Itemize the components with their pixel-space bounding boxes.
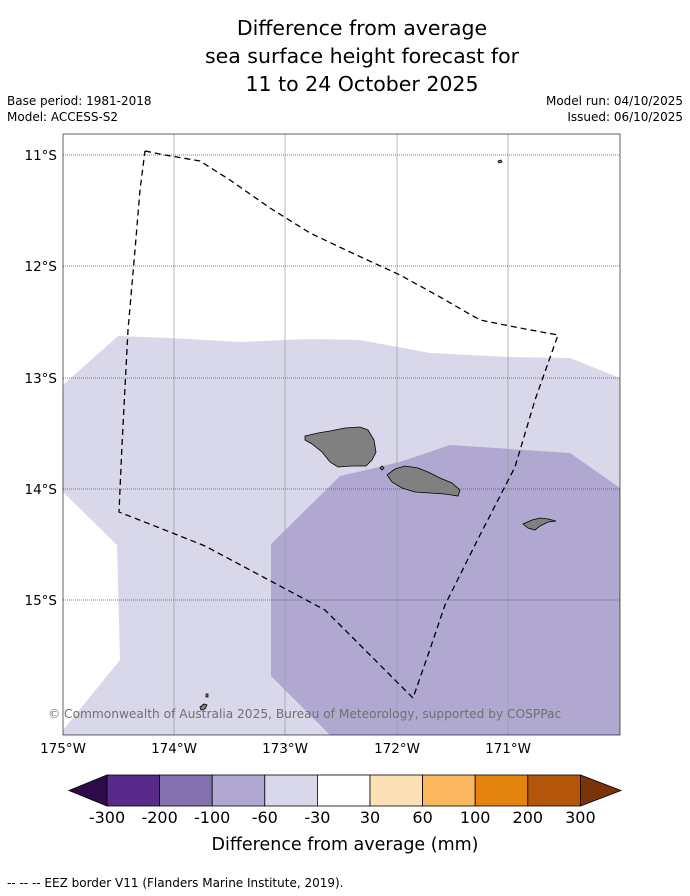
- lon-label-172w: 172°W: [374, 741, 420, 757]
- base-period: Base period: 1981-2018: [7, 94, 152, 108]
- map-frame: [62, 133, 621, 736]
- colorbar-tick-label: -200: [141, 808, 177, 827]
- colorbar-cell: [159, 774, 213, 807]
- island-swains: [497, 159, 503, 164]
- island-manono: [379, 465, 385, 471]
- colorbar-tick-label: -60: [252, 808, 278, 827]
- map-area: [63, 134, 620, 735]
- island-south-tiny: [205, 693, 209, 698]
- colorbar-cell: [264, 774, 318, 807]
- graticule: [63, 134, 620, 735]
- island-south-small: [199, 703, 208, 711]
- lat-label-12s: 12°S: [25, 259, 58, 275]
- colorbar-title: Difference from average (mm): [211, 835, 478, 855]
- lat-label-11s: 11°S: [25, 148, 58, 164]
- colorbar-extend-high: [580, 774, 623, 807]
- title-line-1: Difference from average: [236, 16, 488, 40]
- lat-labels: 11°S 12°S 13°S 14°S 15°S: [25, 148, 58, 609]
- meta-right: Model run: 04/10/2025 Issued: 06/10/2025: [546, 93, 683, 125]
- lat-label-14s: 14°S: [25, 482, 58, 498]
- colorbar-cell: [316, 774, 371, 807]
- island-upolu: [386, 465, 461, 497]
- colorbar-extend-low: [67, 774, 108, 807]
- island-savaii: [304, 426, 377, 468]
- lon-label-174w: 174°W: [151, 741, 197, 757]
- island-tutuila: [522, 517, 557, 531]
- colorbar-cell: [369, 774, 423, 807]
- lon-label-173w: 173°W: [262, 741, 308, 757]
- meta-left: Base period: 1981-2018 Model: ACCESS-S2: [7, 93, 152, 125]
- model-name: Model: ACCESS-S2: [7, 110, 119, 124]
- colorbar-cell: [527, 774, 581, 807]
- issued-date: Issued: 06/10/2025: [567, 110, 683, 124]
- colorbar-tick-label: 200: [513, 808, 544, 827]
- colorbar-cell: [422, 774, 476, 807]
- map-title: Difference from average sea surface heig…: [0, 14, 690, 98]
- colorbar-tick-label: 60: [412, 808, 432, 827]
- colorbar-cell: [474, 774, 529, 807]
- lon-labels: 175°W 174°W 173°W 172°W 171°W: [40, 741, 531, 757]
- colorbar-tick-label: -300: [89, 808, 125, 827]
- colorbar-cell: [211, 774, 266, 807]
- colorbar-labels: -300 -200 -100 -60 -30 30 60 100 200 300: [89, 808, 596, 827]
- colorbar-tick-label: -100: [194, 808, 230, 827]
- land: [199, 159, 557, 711]
- colorbar-tick-label: 300: [565, 808, 596, 827]
- lon-label-171w: 171°W: [485, 741, 531, 757]
- lon-label-175w: 175°W: [40, 741, 86, 757]
- colorbar: -300 -200 -100 -60 -30 30 60 100 200 300 Differen…: [67, 774, 623, 855]
- lat-label-13s: 13°S: [25, 371, 58, 387]
- eez-border: [118, 150, 559, 700]
- colorbar-cell: [106, 774, 160, 807]
- footer-note: -- -- -- EEZ border V11 (Flanders Marine…: [7, 876, 344, 890]
- colorbar-tick-label: -30: [304, 808, 330, 827]
- colorbar-tick-label: 30: [360, 808, 380, 827]
- lat-label-15s: 15°S: [25, 593, 58, 609]
- model-run: Model run: 04/10/2025: [545, 94, 683, 108]
- title-line-2: sea surface height forecast for: [204, 44, 520, 68]
- title-line-3: 11 to 24 October 2025: [245, 72, 479, 96]
- anomaly-region-medium: [271, 445, 620, 735]
- colorbar-cells: [67, 774, 623, 807]
- colorbar-tick-label: 100: [460, 808, 491, 827]
- copyright-text: © Commonwealth of Australia 2025, Bureau…: [48, 707, 561, 721]
